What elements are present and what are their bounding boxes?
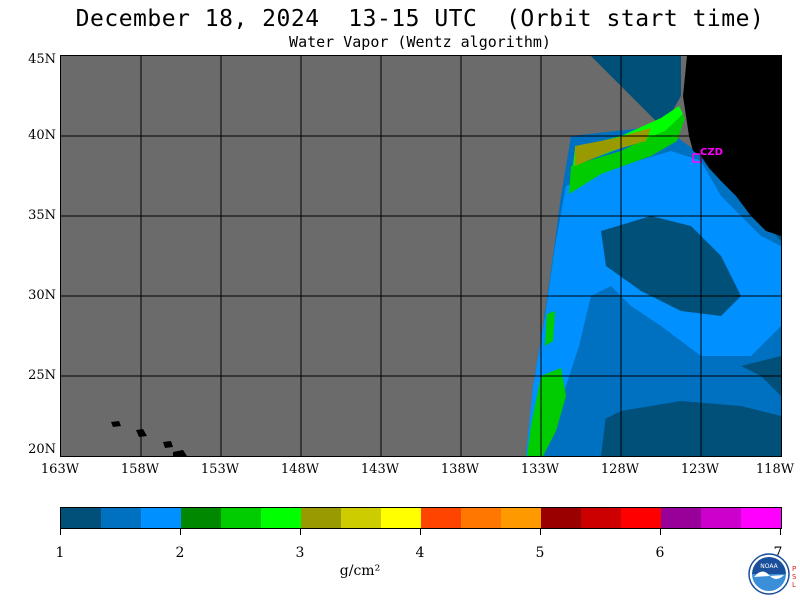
colorbar-swatch (261, 508, 301, 528)
colorbar-label: 6 (655, 545, 665, 561)
colorbar-swatch (621, 508, 661, 528)
colorbar-units: g/cm² (339, 563, 381, 579)
island-hawaii (173, 450, 187, 456)
lon-label: 123W (680, 462, 720, 477)
colorbar-swatch (421, 508, 461, 528)
vapor-band-green-south (527, 368, 566, 456)
colorbar (60, 507, 782, 529)
colorbar-label: 7 (773, 545, 783, 561)
colorbar-label: 4 (415, 545, 425, 561)
colorbar-label: 1 (55, 545, 65, 561)
colorbar-swatch (581, 508, 621, 528)
lon-label: 138W (440, 462, 480, 477)
colorbar-tick (420, 528, 421, 535)
svg-text:NOAA: NOAA (760, 563, 778, 570)
lon-label: 158W (120, 462, 160, 477)
map-subtitle: Water Vapor (Wentz algorithm) (289, 33, 551, 51)
lat-label: 35N (28, 208, 56, 223)
island-maui (163, 441, 173, 448)
lat-label: 45N (28, 52, 56, 67)
land-north-america (683, 56, 781, 236)
lat-label: 25N (28, 368, 56, 383)
map-canvas (61, 56, 781, 456)
colorbar-swatch (101, 508, 141, 528)
colorbar-label: 2 (175, 545, 185, 561)
noaa-logo-icon: NOAA (748, 553, 790, 595)
vapor-band-olive (575, 128, 651, 166)
colorbar-tick (180, 528, 181, 535)
lon-label: 118W (755, 462, 795, 477)
lon-label: 133W (520, 462, 560, 477)
map-title: December 18, 2024 13-15 UTC (Orbit start… (75, 6, 765, 32)
colorbar-swatch (301, 508, 341, 528)
lon-label: 128W (600, 462, 640, 477)
vapor-band-mid-blue (591, 356, 781, 426)
colorbar-swatch (701, 508, 741, 528)
station-label: CZD (700, 147, 723, 158)
colorbar-swatch (501, 508, 541, 528)
colorbar-swatch (141, 508, 181, 528)
colorbar-swatch (181, 508, 221, 528)
lon-label: 143W (360, 462, 400, 477)
lat-label: 30N (28, 288, 56, 303)
colorbar-tick (660, 528, 661, 535)
colorbar-swatch (341, 508, 381, 528)
vapor-band-green (569, 111, 685, 194)
lat-label: 40N (28, 128, 56, 143)
lon-label: 163W (40, 462, 80, 477)
colorbar-swatch (461, 508, 501, 528)
water-vapor-map (60, 55, 782, 457)
vapor-band-green-west (545, 311, 555, 346)
lon-label: 153W (200, 462, 240, 477)
island-kauai (111, 421, 121, 427)
colorbar-tick (300, 528, 301, 535)
colorbar-swatch (381, 508, 421, 528)
colorbar-tick (780, 528, 781, 535)
colorbar-label: 5 (535, 545, 545, 561)
vapor-core-dark (601, 216, 741, 316)
colorbar-swatch (541, 508, 581, 528)
colorbar-tick (60, 528, 61, 535)
colorbar-swatch (61, 508, 101, 528)
colorbar-swatch (221, 508, 261, 528)
colorbar-label: 3 (295, 545, 305, 561)
lon-label: 148W (280, 462, 320, 477)
colorbar-swatch (741, 508, 781, 528)
vapor-band-bright-blue (526, 151, 781, 456)
colorbar-swatch (661, 508, 701, 528)
colorbar-tick (540, 528, 541, 535)
lat-label: 20N (28, 442, 56, 457)
map-grid (61, 56, 781, 456)
